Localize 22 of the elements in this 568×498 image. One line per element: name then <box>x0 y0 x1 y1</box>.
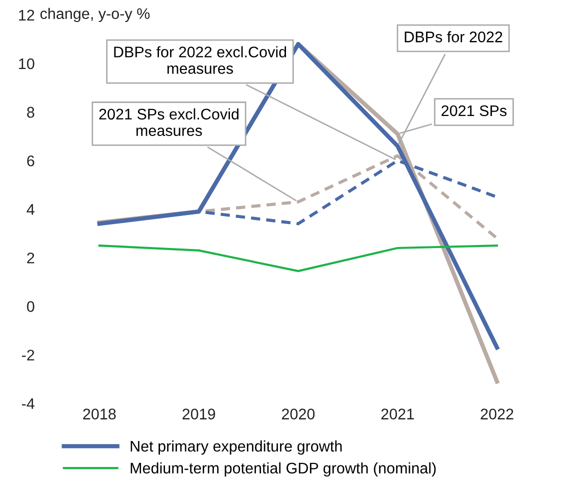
x-tick-label: 2019 <box>182 408 216 420</box>
x-tick-label: 2018 <box>83 408 116 420</box>
y-tick-label: 0 <box>27 301 34 312</box>
y-tick-label: 6 <box>27 155 34 166</box>
annotation: DBPs for 2022 excl.Covid measures <box>114 46 286 74</box>
y-tick-label: 12 <box>19 10 34 20</box>
y-tick-label: -2 <box>22 350 34 360</box>
y-tick-label: 2 <box>27 252 34 264</box>
x-tick-label: 2022 <box>480 408 514 420</box>
annotation: 2021 SPs <box>442 105 507 116</box>
y-tick-label: 4 <box>26 204 34 215</box>
y-tick-label: -4 <box>22 398 34 409</box>
y-tick-label: 8 <box>27 106 34 118</box>
legend-label: Net primary expenditure growth <box>130 440 342 455</box>
annotation: DBPs for 2022 <box>404 31 502 42</box>
line-series <box>98 244 498 272</box>
y-axis-title: change, y-o-y % <box>40 8 150 22</box>
annotation: 2021 SPs excl.Covid measures <box>99 108 238 136</box>
y-tick-label: 10 <box>19 58 34 70</box>
legend-label: Medium-term potential GDP growth (nominal) <box>130 462 436 477</box>
x-tick-label: 2021 <box>381 408 414 420</box>
x-tick-label: 2020 <box>282 408 315 420</box>
